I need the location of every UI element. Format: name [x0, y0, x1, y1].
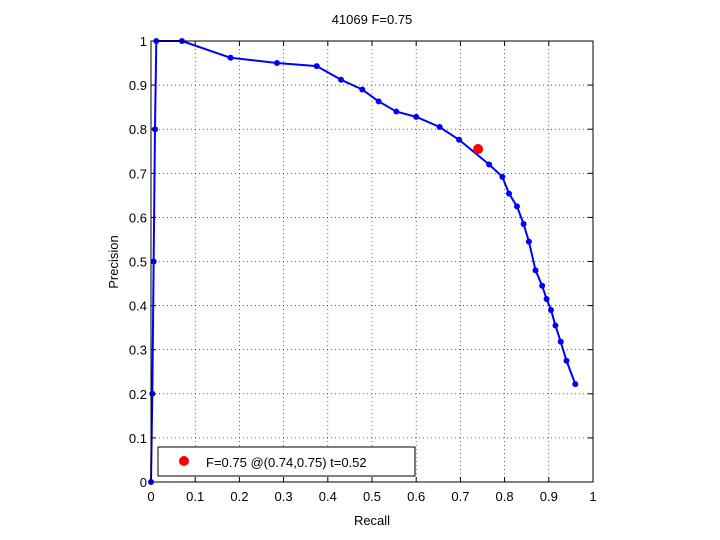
data-point — [456, 136, 463, 143]
data-point — [539, 282, 546, 289]
data-point — [436, 123, 443, 130]
y-tick-label: 0.6 — [129, 210, 147, 225]
x-axis-label: Recall — [354, 513, 390, 528]
data-point — [543, 295, 550, 302]
y-tick-label: 0 — [140, 475, 147, 490]
y-tick-label: 0.4 — [129, 299, 147, 314]
y-axis-label: Precision — [106, 235, 121, 288]
legend-box — [157, 446, 416, 477]
y-tick-label: 0.7 — [129, 166, 147, 181]
data-point — [393, 108, 400, 115]
x-tick-label: 0.3 — [275, 489, 293, 504]
data-point — [520, 221, 527, 228]
legend-marker — [179, 456, 189, 466]
x-tick-label: 1 — [589, 489, 596, 504]
data-point — [338, 76, 345, 83]
x-tick-label: 0.4 — [319, 489, 337, 504]
data-point — [557, 338, 564, 345]
plot-area: 0 0.1 0.2 0.3 0.4 0.5 0.6 0.7 0.8 0.9 1 0 0.1 0.2 0.3 0… — [129, 34, 597, 504]
data-point — [572, 381, 579, 388]
data-point — [548, 307, 555, 314]
grid — [151, 41, 593, 482]
data-point — [359, 86, 366, 93]
data-point — [413, 113, 420, 120]
x-tick-label: 0.2 — [230, 489, 248, 504]
data-point — [513, 203, 520, 210]
highlight-layer — [473, 144, 484, 155]
y-tick-label: 0.3 — [129, 343, 147, 358]
y-tick-label: 0.5 — [129, 255, 147, 270]
x-tick-label: 0.7 — [451, 489, 469, 504]
x-tick-label: 0 — [147, 489, 154, 504]
chart-title: 41069 F=0.75 — [332, 12, 413, 27]
data-point — [227, 54, 234, 61]
legend-label: F=0.75 @(0.74,0.75) t=0.52 — [206, 455, 367, 470]
y-tick-label: 0.8 — [129, 122, 147, 137]
x-tick-label: 0.8 — [496, 489, 514, 504]
x-tick-label: 0.9 — [540, 489, 558, 504]
data-point — [563, 357, 570, 364]
y-tick-label: 0.9 — [129, 78, 147, 93]
y-tick-label: 1 — [140, 34, 147, 49]
data-point — [525, 238, 532, 245]
x-tick-label: 0.6 — [407, 489, 425, 504]
data-point — [552, 322, 559, 329]
x-tick-label: 0.5 — [363, 489, 381, 504]
ticks: 0 0.1 0.2 0.3 0.4 0.5 0.6 0.7 0.8 0.9 1 0 0.1 0.2 0.3 0… — [129, 34, 597, 504]
y-tick-label: 0.2 — [129, 387, 147, 402]
x-tick-label: 0.1 — [186, 489, 204, 504]
data-point — [499, 173, 506, 180]
data-point — [506, 190, 513, 197]
best-f-point — [473, 144, 484, 155]
data-point — [273, 60, 280, 67]
y-tick-label: 0.1 — [129, 431, 147, 446]
data-point — [375, 98, 382, 105]
data-point — [486, 161, 493, 168]
data-point — [313, 63, 320, 70]
legend: F=0.75 @(0.74,0.75) t=0.52 — [157, 446, 416, 477]
data-point — [532, 267, 539, 274]
